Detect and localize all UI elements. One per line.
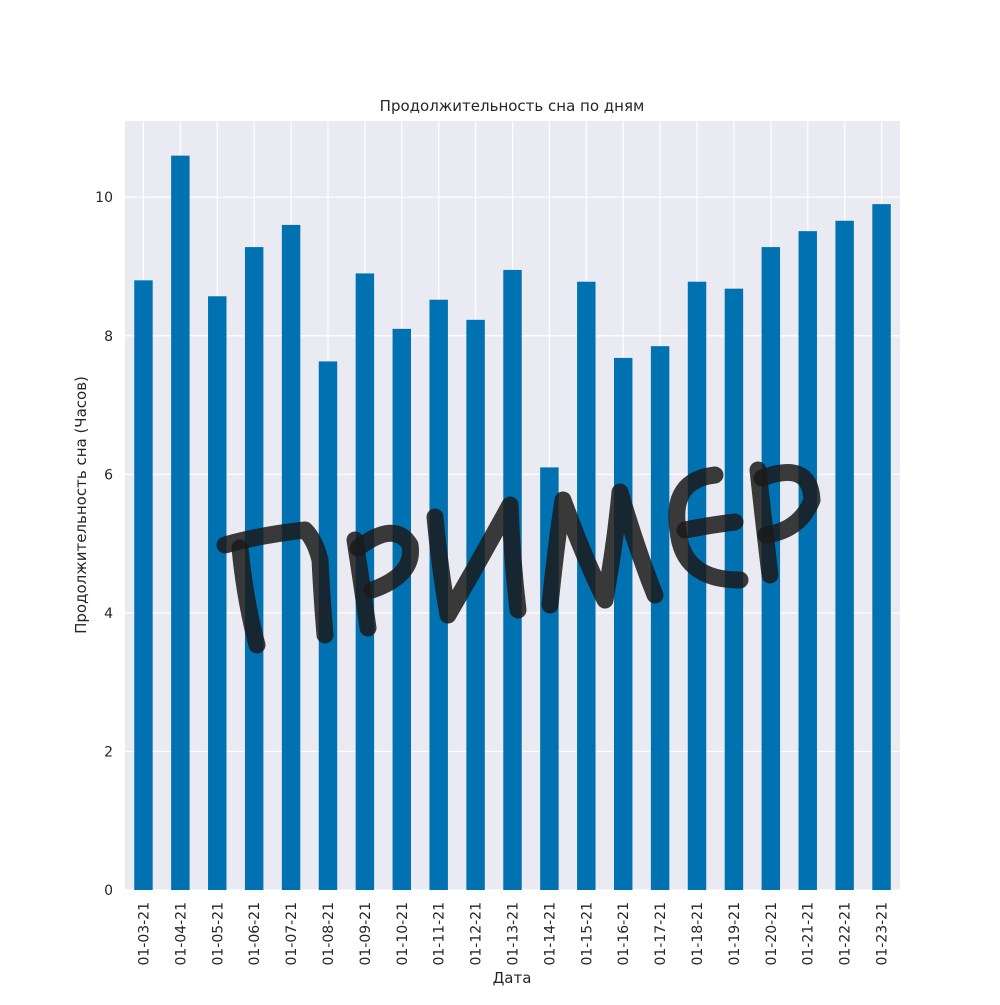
x-tick-label: 01-08-21 [321,902,337,966]
x-tick-label: 01-12-21 [469,902,485,966]
y-axis-ticks: 0 2 4 6 8 10 [95,190,113,899]
y-axis-label: Продолжительность сна (Часов) [72,376,90,634]
x-tick-label: 01-09-21 [358,902,374,966]
bar-01-15-21 [577,281,596,891]
x-tick-label: 01-23-21 [875,902,891,966]
x-tick-label: 01-19-21 [727,902,743,966]
bar-01-21-21 [798,231,817,890]
y-tick-label: 6 [104,467,113,483]
bar-01-06-21 [244,247,264,891]
bar-01-23-21 [872,204,891,890]
x-tick-label: 01-10-21 [395,902,411,966]
bar-01-17-21 [650,346,670,890]
y-tick-label: 8 [104,329,113,345]
x-tick-label: 01-21-21 [801,902,817,966]
x-tick-label: 01-04-21 [173,902,189,966]
bar-01-10-21 [392,328,412,890]
bar-01-22-21 [835,220,854,891]
y-tick-label: 4 [104,606,113,622]
x-tick-label: 01-03-21 [136,902,152,966]
watermark-primer [216,461,821,654]
y-tick-label: 0 [104,883,113,899]
bar-01-18-21 [687,281,707,891]
bar-01-19-21 [724,288,744,890]
x-tick-label: 01-16-21 [616,902,632,966]
x-tick-label: 01-17-21 [653,902,669,966]
x-tick-label: 01-22-21 [838,902,854,966]
bar-01-12-21 [466,319,485,890]
x-tick-label: 01-06-21 [247,902,263,966]
bar-01-16-21 [613,357,633,890]
x-tick-label: 01-14-21 [542,902,558,966]
x-tick-label: 01-05-21 [210,902,226,966]
x-tick-label: 01-13-21 [506,902,522,966]
y-tick-label: 2 [104,744,113,760]
bar-01-05-21 [208,296,227,890]
x-tick-label: 01-18-21 [690,902,706,966]
bar-01-07-21 [281,224,301,890]
chart-title: Продолжительность сна по дням [380,97,645,115]
x-tick-label: 01-07-21 [284,902,300,966]
y-tick-label: 10 [95,190,113,206]
bar-01-04-21 [171,155,190,890]
x-tick-label: 01-11-21 [432,902,448,966]
bar-01-03-21 [134,280,153,890]
x-tick-label: 01-15-21 [579,902,595,966]
x-tick-label: 01-20-21 [764,902,780,966]
x-axis-ticks: 01-03-21 01-04-21 01-05-21 01-06-21 01-07-21… [136,902,890,966]
x-axis-label: Дата [493,969,532,987]
